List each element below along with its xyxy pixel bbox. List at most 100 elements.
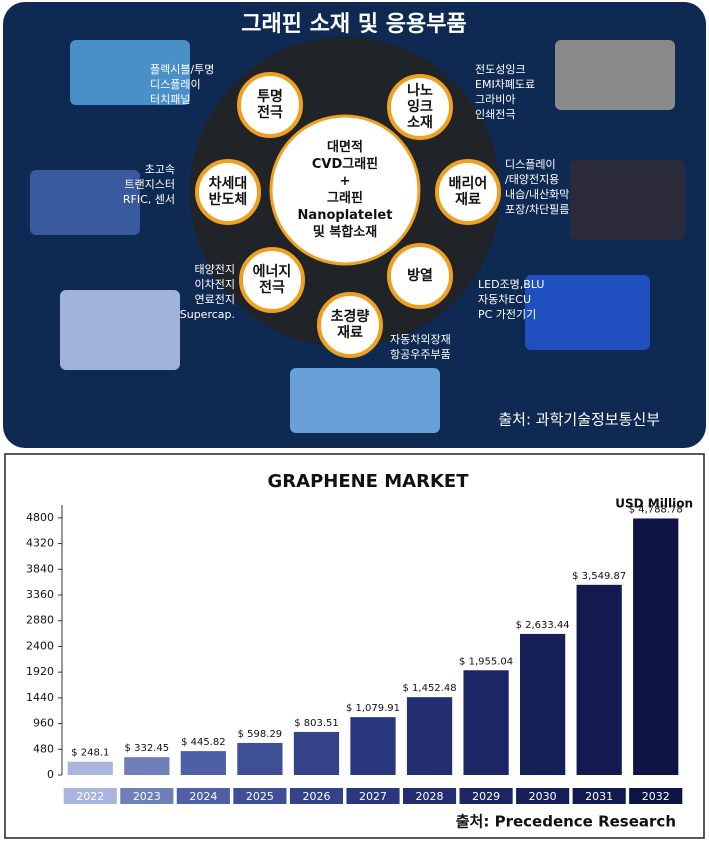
node-desc: 터치패널 [150, 93, 190, 106]
x-tick-label: 2029 [472, 790, 500, 803]
y-tick-label: 4320 [26, 537, 54, 550]
node-desc: 자동차ECU [478, 293, 531, 306]
bar [520, 633, 566, 775]
node-desc: 디스플레이 [150, 78, 201, 91]
node-desc: 플렉시블/투명 [150, 63, 214, 76]
node-desc: /태양전지용 [505, 173, 559, 186]
value-label: $ 1,955.04 [459, 656, 513, 667]
image-barrier [570, 160, 685, 240]
node-desc: 전도성잉크 [475, 63, 526, 76]
category-box [346, 788, 400, 804]
center-text: 및 복합소재 [313, 224, 377, 240]
node-label: 배리어 [449, 175, 488, 192]
node-label: 전극 [257, 104, 283, 121]
node-label: 재료 [455, 192, 481, 208]
value-label: $ 3,549.87 [572, 571, 626, 582]
center-text: + [340, 174, 351, 189]
node-desc: 포장/차단필름 [505, 203, 569, 216]
value-label: $ 1,079.91 [346, 703, 400, 714]
value-label: $ 248.1 [71, 748, 109, 759]
value-label: $ 4,788.78 [629, 504, 683, 515]
y-tick-label: 2400 [26, 639, 54, 652]
x-tick-label: 2032 [642, 790, 670, 803]
node-desc: 인쇄전극 [475, 108, 515, 121]
node-desc: 초고속 [145, 163, 175, 176]
bar [180, 751, 226, 775]
node-label: 차세대 [209, 176, 248, 192]
category-box [572, 788, 626, 804]
image-solar [60, 290, 180, 370]
node-circle [317, 292, 383, 358]
node-label: 투명 [257, 88, 283, 105]
bar [67, 761, 113, 775]
node-desc: 태양전지 [195, 263, 235, 276]
category-box [516, 788, 570, 804]
node-circle [387, 74, 453, 140]
center-text: CVD그래핀 [312, 156, 378, 172]
node-circle [239, 247, 305, 313]
bar [463, 670, 509, 775]
x-tick-label: 2022 [76, 790, 104, 803]
bar [576, 584, 622, 775]
x-tick-label: 2025 [246, 790, 274, 803]
category-box [402, 788, 457, 804]
node-label: 소재 [407, 115, 433, 131]
y-tick-label: 1920 [26, 665, 54, 678]
node-label: 잉크 [407, 98, 433, 115]
node-circle [435, 159, 501, 225]
category-box [459, 788, 513, 804]
infographic-title: 그래핀 소재 및 응용부품 [241, 12, 466, 37]
y-tick-label: 4800 [26, 511, 54, 524]
y-tick-label: 480 [33, 742, 54, 755]
node-desc: 이차전지 [195, 278, 235, 291]
y-tick-label: 1440 [26, 691, 54, 704]
node-desc: 트랜지스터 [124, 178, 175, 191]
node-desc: 내습/내산화막 [505, 188, 569, 201]
y-tick-label: 960 [33, 717, 54, 730]
value-label: $ 1,452.48 [403, 683, 457, 694]
node-desc: PC 가전기기 [478, 308, 536, 321]
node-desc: Supercap. [180, 308, 235, 321]
center-text: 그래핀 [327, 190, 363, 206]
x-tick-label: 2028 [416, 790, 444, 803]
node-circle [387, 243, 453, 309]
node-label: 초경량 [331, 308, 370, 325]
category-box [120, 788, 174, 804]
image-composite [290, 368, 440, 433]
x-tick-label: 2024 [189, 790, 217, 803]
x-tick-label: 2027 [359, 790, 387, 803]
category-box [289, 788, 344, 804]
center-text: Nanoplatelet [298, 208, 393, 223]
image-heat [525, 275, 650, 350]
image-ink [555, 40, 675, 110]
bar [237, 742, 283, 775]
node-desc: 자동차외장재 [390, 333, 451, 346]
y-tick-label: 3840 [26, 562, 54, 575]
bar [293, 731, 340, 775]
node-label: 에너지 [253, 264, 292, 280]
center-text: 대면적 [327, 139, 363, 155]
node-desc: LED조명,BLU [478, 278, 544, 291]
node-label: 전극 [259, 279, 285, 296]
x-tick-label: 2023 [133, 790, 161, 803]
node-circle [237, 72, 303, 138]
x-tick-label: 2030 [529, 790, 557, 803]
category-box [63, 788, 117, 804]
center-circle [269, 114, 421, 266]
node-label: 방열 [407, 267, 433, 284]
y-tick-label: 2880 [26, 614, 54, 627]
category-box [233, 788, 287, 804]
value-label: $ 2,633.44 [516, 620, 570, 631]
node-desc: 항공우주부품 [390, 348, 451, 361]
x-tick-label: 2031 [585, 790, 613, 803]
node-desc: RFIC, 센서 [123, 193, 175, 206]
bar [406, 697, 453, 775]
y-tick-label: 3360 [26, 588, 54, 601]
node-desc: 디스플레이 [505, 158, 556, 171]
value-label: $ 803.51 [294, 718, 339, 729]
chart-source: 출처: Precedence Research [456, 813, 676, 831]
node-label: 나노 [407, 83, 433, 99]
node-desc: EMI차폐도료 [475, 78, 535, 91]
value-label: $ 598.29 [238, 729, 283, 740]
